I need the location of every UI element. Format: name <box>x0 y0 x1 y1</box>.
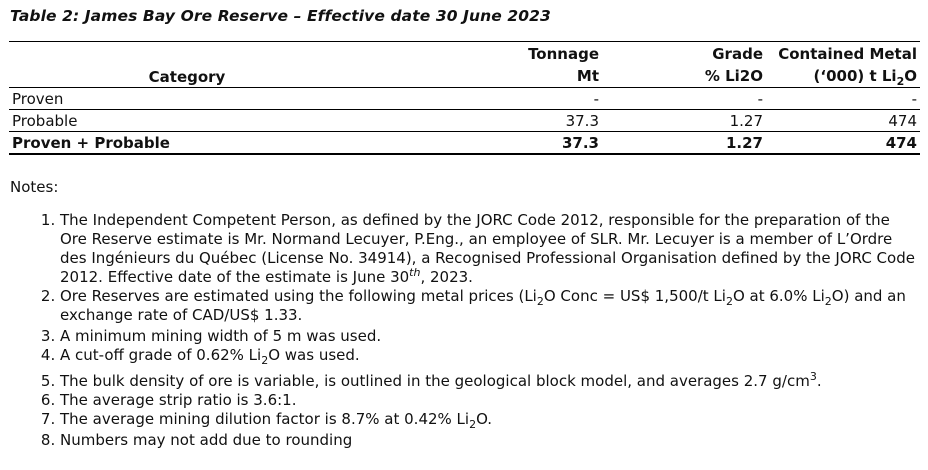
note-item: A cut-off grade of 0.62% Li2O was used. <box>60 346 915 366</box>
note-item: A minimum mining width of 5 m was used. <box>60 327 915 346</box>
notes-title: Notes: <box>10 178 59 196</box>
row-contained-metal: - <box>766 87 920 110</box>
row-category: Proven + Probable <box>9 131 365 155</box>
table-header-row: Category Tonnage Grade Contained Metal <box>9 41 920 88</box>
notes-list: The Independent Competent Person, as def… <box>0 211 915 450</box>
header-tonnage: Tonnage <box>365 41 602 64</box>
table-row: Proven - - - <box>9 87 920 110</box>
row-category: Probable <box>9 109 365 132</box>
ore-reserve-table: Category Tonnage Grade Contained Metal M… <box>9 41 920 155</box>
row-contained-metal: 474 <box>766 109 920 132</box>
note-item: The Independent Competent Person, as def… <box>60 211 915 287</box>
note-item: Ore Reserves are estimated using the fol… <box>60 287 915 325</box>
row-grade: - <box>602 87 766 110</box>
note-item: The average strip ratio is 3.6:1. <box>60 391 915 410</box>
note-item: The average mining dilution factor is 8.… <box>60 410 915 430</box>
note-item: Numbers may not add due to rounding <box>60 431 915 450</box>
header-contained-metal: Contained Metal <box>766 41 920 64</box>
row-category: Proven <box>9 87 365 110</box>
table-row: Probable 37.3 1.27 474 <box>9 109 920 132</box>
header-category: Category <box>9 41 365 88</box>
row-grade: 1.27 <box>602 131 766 155</box>
row-tonnage: - <box>365 87 602 110</box>
row-grade: 1.27 <box>602 109 766 132</box>
table-caption: Table 2: James Bay Ore Reserve – Effecti… <box>10 7 551 25</box>
header-grade-unit: % Li2O <box>602 64 766 88</box>
table-total-row: Proven + Probable 37.3 1.27 474 <box>9 131 920 155</box>
header-contained-unit: (‘000) t Li2O <box>766 64 920 88</box>
table-header-units-row: Mt % Li2O (‘000) t Li2O <box>9 64 920 88</box>
note-item: The bulk density of ore is variable, is … <box>60 371 915 391</box>
header-tonnage-unit: Mt <box>365 64 602 88</box>
row-contained-metal: 474 <box>766 131 920 155</box>
row-tonnage: 37.3 <box>365 109 602 132</box>
header-grade: Grade <box>602 41 766 64</box>
row-tonnage: 37.3 <box>365 131 602 155</box>
